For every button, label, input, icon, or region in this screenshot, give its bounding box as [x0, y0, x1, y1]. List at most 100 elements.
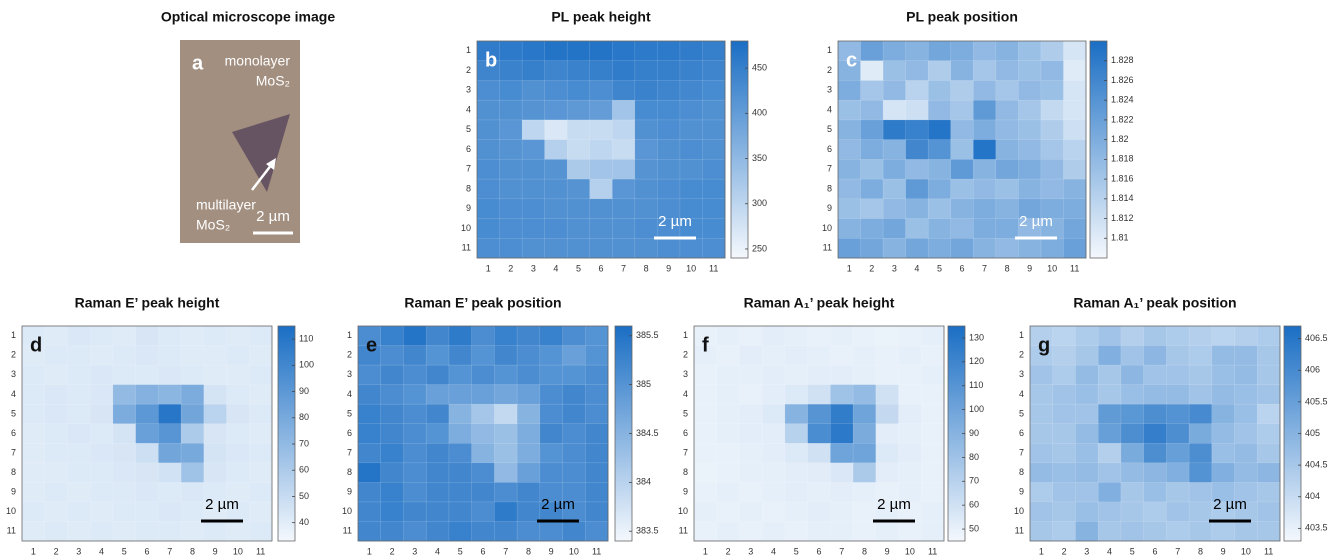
heatmap-cell — [585, 463, 608, 483]
heatmap-cell — [973, 100, 996, 120]
heatmap-cell — [158, 365, 181, 385]
heatmap-cell — [702, 80, 725, 100]
heatmap-cell — [67, 365, 90, 385]
heatmap-cell — [1121, 326, 1144, 346]
heatmap-cell — [517, 326, 540, 346]
x-tick-label: 3 — [76, 546, 81, 556]
heatmap-cell — [899, 404, 922, 424]
heatmap-cell — [657, 100, 680, 120]
heatmap-cell — [1041, 61, 1064, 81]
heatmap-cell — [853, 326, 876, 346]
colorbar-tick-label: 130 — [969, 332, 984, 342]
colorbar-tick-label: 404.5 — [1305, 459, 1328, 469]
heatmap-cell — [694, 482, 717, 502]
heatmap-cell — [545, 120, 568, 140]
heatmap-cell — [545, 140, 568, 160]
heatmap-cell — [785, 482, 808, 502]
heatmap-cell — [1166, 404, 1189, 424]
heatmap-cell — [449, 502, 472, 522]
heatmap-cell — [1189, 424, 1212, 444]
heatmap-cell — [403, 365, 426, 385]
colorbar-tick-label: 250 — [752, 243, 767, 253]
heatmap-cell — [358, 482, 381, 502]
heatmap-cell — [899, 424, 922, 444]
heatmap-cell — [1144, 365, 1167, 385]
heatmap-cell — [1121, 385, 1144, 405]
heatmap-cell — [1121, 365, 1144, 385]
heatmap-cell — [1257, 424, 1280, 444]
heatmap-cell — [381, 365, 404, 385]
heatmap-cell — [249, 404, 272, 424]
heatmap-cell — [1053, 521, 1076, 541]
heatmap-cell — [181, 521, 204, 541]
heatmap-cell — [921, 326, 944, 346]
y-tick-label: 9 — [347, 487, 352, 497]
y-tick-label: 2 — [827, 65, 832, 75]
y-tick-label: 7 — [466, 164, 471, 174]
heatmap-cell — [585, 326, 608, 346]
heatmap-cell — [381, 443, 404, 463]
x-tick-label: 9 — [213, 546, 218, 556]
y-tick-label: 3 — [827, 85, 832, 95]
heatmap-cell — [1144, 502, 1167, 522]
heatmap-cell — [739, 424, 762, 444]
heatmap-cell — [928, 100, 951, 120]
heatmap-cell — [590, 179, 613, 199]
heatmap-cell — [951, 41, 974, 61]
heatmap-cell — [1041, 140, 1064, 160]
heatmap-cell — [522, 61, 545, 81]
heatmap-cell — [67, 443, 90, 463]
heatmap-cell — [808, 443, 831, 463]
heatmap-cell — [522, 80, 545, 100]
x-tick-label: 3 — [412, 546, 417, 556]
heatmap-cell — [90, 482, 113, 502]
heatmap-cell — [830, 521, 853, 541]
heatmap-cell — [1235, 365, 1258, 385]
heatmap-cell — [590, 80, 613, 100]
heatmap-cell — [883, 219, 906, 239]
heatmap-cell — [113, 482, 136, 502]
heatmap-cell — [1235, 326, 1258, 346]
heatmap-cell — [762, 424, 785, 444]
heatmap-cell — [227, 521, 250, 541]
colorbar-tick-label: 90 — [299, 386, 309, 396]
heatmap-cell — [1257, 463, 1280, 483]
heatmap-cell — [381, 463, 404, 483]
heatmap-cell — [1144, 346, 1167, 366]
heatmap-cell — [113, 443, 136, 463]
heatmap-cell — [921, 521, 944, 541]
heatmap-cell — [1257, 385, 1280, 405]
heatmap-cell — [951, 120, 974, 140]
heatmap-cell — [702, 140, 725, 160]
heatmap-cell — [808, 463, 831, 483]
heatmap-cell — [585, 502, 608, 522]
heatmap-cell — [403, 346, 426, 366]
heatmap-cell — [1212, 463, 1235, 483]
heatmap-cell — [928, 219, 951, 239]
x-tick-label: 4 — [553, 263, 558, 273]
heatmap-cell — [973, 179, 996, 199]
heatmap-cell — [951, 179, 974, 199]
y-tick-label: 6 — [347, 428, 352, 438]
heatmap-cell — [1053, 385, 1076, 405]
heatmap-cell — [657, 179, 680, 199]
heatmap-cell — [1212, 326, 1235, 346]
y-tick-label: 10 — [1014, 506, 1024, 516]
heatmap-cell — [899, 385, 922, 405]
heatmap-cell — [762, 326, 785, 346]
heatmap-cell — [494, 404, 517, 424]
x-tick-label: 6 — [816, 546, 821, 556]
colorbar-tick-label: 383.5 — [636, 526, 659, 536]
heatmap-cell — [181, 385, 204, 405]
panel-label: a — [192, 52, 204, 74]
heatmap-cell — [1144, 404, 1167, 424]
colorbar-tick-label: 1.826 — [1111, 75, 1134, 85]
heatmap-cell — [1030, 482, 1053, 502]
heatmap-cell — [113, 326, 136, 346]
y-tick-label: 8 — [11, 467, 16, 477]
panel-label: g — [1038, 334, 1050, 356]
y-tick-label: 5 — [347, 408, 352, 418]
heatmap-cell — [449, 326, 472, 346]
heatmap-cell — [717, 424, 740, 444]
heatmap-cell — [1166, 424, 1189, 444]
